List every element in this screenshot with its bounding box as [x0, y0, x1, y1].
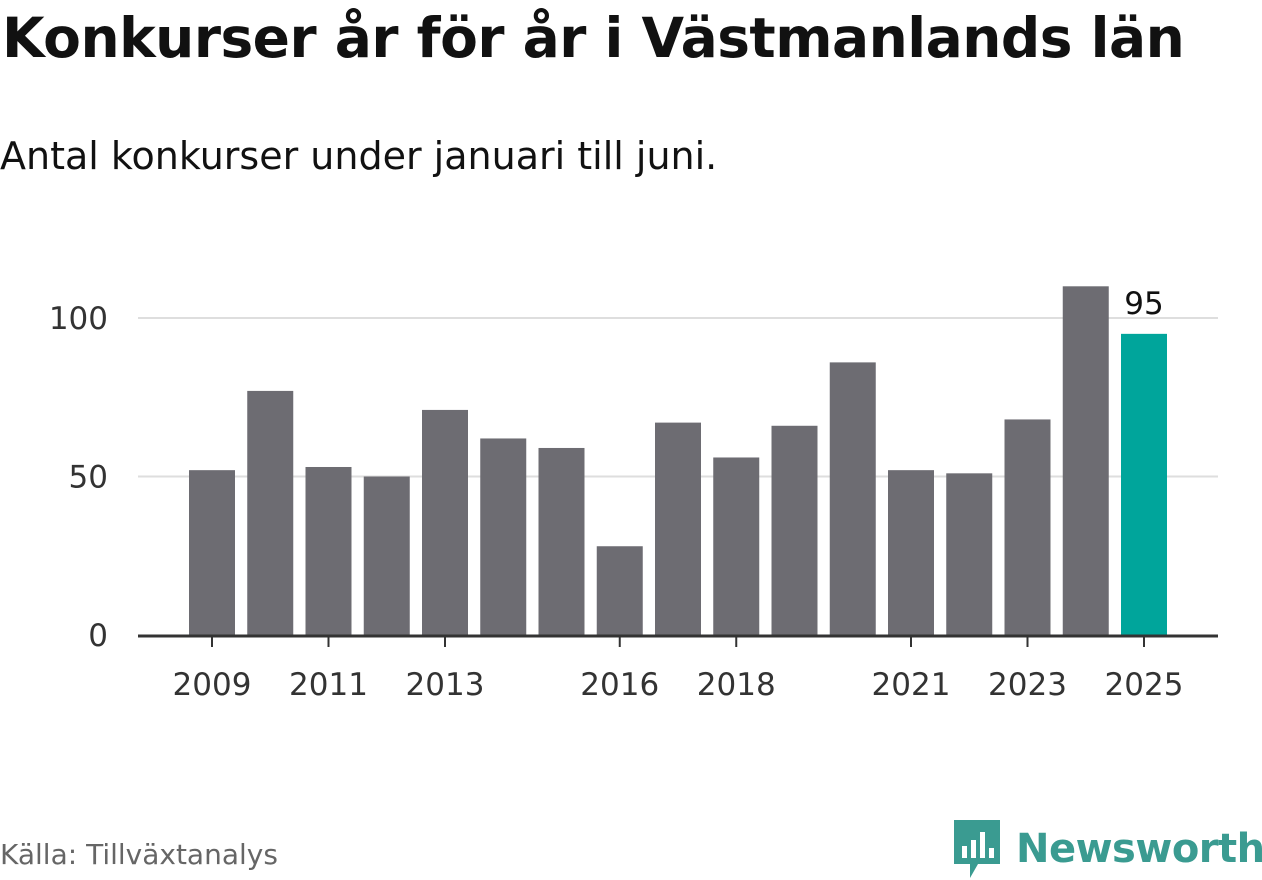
bar-2015 [538, 447, 585, 635]
chart-subtitle: Antal konkurser under januari till juni. [0, 134, 718, 178]
y-tick-label-50: 50 [69, 460, 108, 496]
data-label-2025: 95 [1124, 286, 1163, 322]
x-tick-label-2021: 2021 [872, 667, 951, 703]
bar-2022 [946, 473, 993, 635]
x-tick-label-2016: 2016 [580, 667, 659, 703]
bar-2017 [655, 422, 701, 635]
bar-2013 [422, 409, 468, 635]
bar-2024 [1062, 286, 1109, 635]
x-tick-label-2011: 2011 [289, 667, 368, 703]
y-tick-label-100: 100 [49, 301, 108, 337]
bar-2018 [713, 457, 760, 635]
x-axis-ticks [211, 636, 1145, 647]
bar-2009 [189, 470, 235, 635]
bar-2021 [888, 470, 934, 635]
bar-2025 [1121, 333, 1167, 635]
brand-name: Newsworthy [1016, 826, 1262, 872]
bar-2010 [247, 390, 294, 635]
bar-2016 [596, 546, 643, 635]
x-tick-label-2009: 2009 [173, 667, 252, 703]
x-axis-labels: 2009 2011 2013 2016 2018 2021 2023 2025 [173, 667, 1184, 703]
bars [189, 286, 1167, 635]
source-note: Källa: Tillväxtanalys [0, 838, 278, 871]
y-axis-labels: 0 50 100 [49, 301, 108, 654]
bar-2011 [305, 466, 352, 635]
bar-2014 [480, 438, 527, 635]
x-tick-label-2013: 2013 [406, 667, 485, 703]
x-tick-label-2023: 2023 [988, 667, 1067, 703]
bar-2023 [1004, 419, 1051, 635]
bar-2020 [829, 362, 876, 635]
y-tick-label-0: 0 [88, 618, 108, 654]
x-tick-label-2018: 2018 [697, 667, 776, 703]
bar-2019 [771, 425, 818, 635]
chart-title: Konkurser år för år i Västmanlands län [2, 6, 1185, 70]
x-tick-label-2025: 2025 [1105, 667, 1184, 703]
data-labels: 95 [1124, 286, 1163, 322]
bar-chart-logo-icon [954, 820, 1000, 878]
newsworthy-logo: Newsworthy [952, 818, 1262, 880]
bar-2012 [363, 476, 410, 635]
